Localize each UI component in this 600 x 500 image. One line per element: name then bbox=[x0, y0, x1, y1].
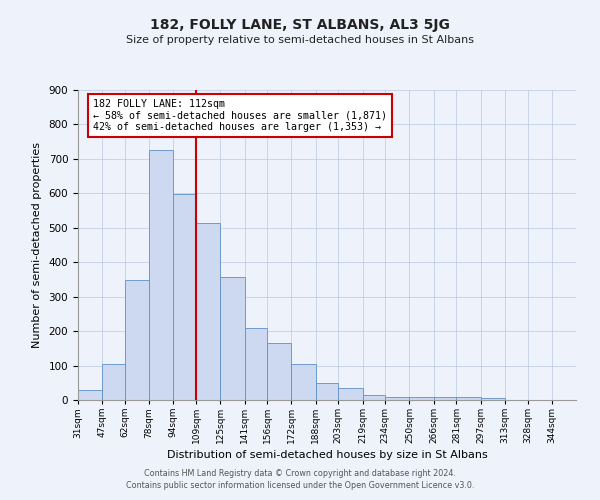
Bar bbox=[149, 150, 173, 400]
Bar bbox=[102, 364, 125, 400]
Bar bbox=[457, 396, 481, 400]
Bar bbox=[362, 395, 385, 400]
Text: 182, FOLLY LANE, ST ALBANS, AL3 5JG: 182, FOLLY LANE, ST ALBANS, AL3 5JG bbox=[150, 18, 450, 32]
Bar bbox=[125, 280, 149, 400]
Bar bbox=[245, 328, 267, 400]
Bar bbox=[78, 390, 102, 400]
Bar bbox=[220, 276, 245, 400]
X-axis label: Distribution of semi-detached houses by size in St Albans: Distribution of semi-detached houses by … bbox=[167, 450, 487, 460]
Bar bbox=[385, 396, 409, 400]
Bar bbox=[481, 398, 505, 400]
Text: Contains public sector information licensed under the Open Government Licence v3: Contains public sector information licen… bbox=[126, 481, 474, 490]
Text: Contains HM Land Registry data © Crown copyright and database right 2024.: Contains HM Land Registry data © Crown c… bbox=[144, 468, 456, 477]
Bar bbox=[292, 364, 316, 400]
Bar bbox=[409, 396, 434, 400]
Text: 182 FOLLY LANE: 112sqm
← 58% of semi-detached houses are smaller (1,871)
42% of : 182 FOLLY LANE: 112sqm ← 58% of semi-det… bbox=[93, 100, 387, 132]
Bar bbox=[338, 388, 362, 400]
Bar bbox=[434, 396, 457, 400]
Y-axis label: Number of semi-detached properties: Number of semi-detached properties bbox=[32, 142, 42, 348]
Bar bbox=[267, 343, 292, 400]
Text: Size of property relative to semi-detached houses in St Albans: Size of property relative to semi-detach… bbox=[126, 35, 474, 45]
Bar bbox=[173, 194, 196, 400]
Bar bbox=[196, 224, 220, 400]
Bar bbox=[316, 383, 338, 400]
